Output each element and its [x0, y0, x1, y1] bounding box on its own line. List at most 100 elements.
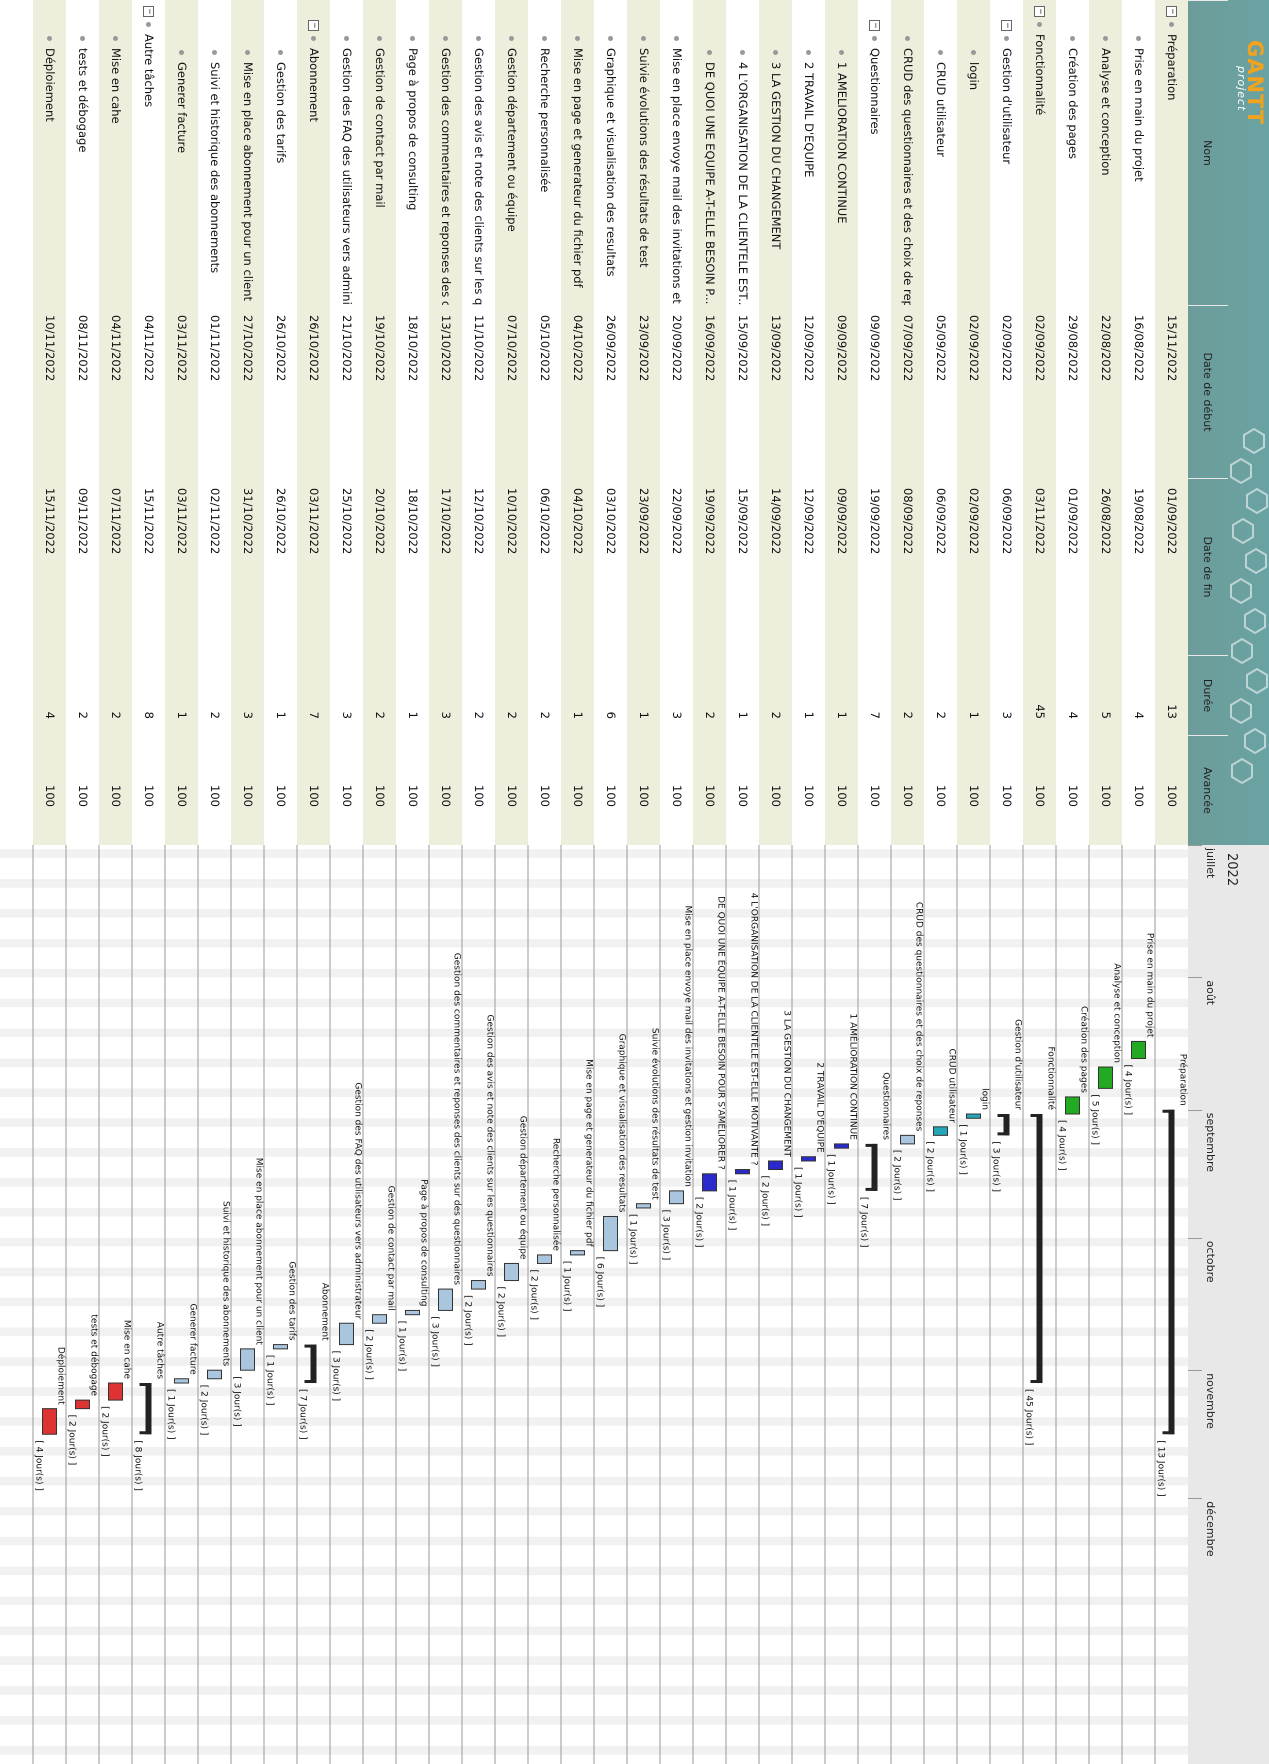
collapse-toggle-icon[interactable]: −	[1166, 6, 1177, 17]
summary-bar[interactable]	[1036, 1114, 1043, 1384]
table-row[interactable]: Gestion des avis et note des clients sur…	[462, 0, 495, 845]
task-name-cell[interactable]: Mise en place abonnement pour un client	[231, 0, 264, 305]
table-row[interactable]: tests et débogage 08/11/2022 09/11/2022 2 10…	[66, 0, 99, 845]
task-name-cell[interactable]: Graphique et visualisation des resultats	[594, 0, 627, 305]
task-name-cell[interactable]: Mise en page et generateur du fichier pd…	[561, 0, 594, 305]
task-bar[interactable]	[273, 1344, 288, 1350]
table-row[interactable]: Mise en place envoye mail des invitation…	[660, 0, 693, 845]
task-name-cell[interactable]: Page à propos de consulting	[396, 0, 429, 305]
task-bar[interactable]	[174, 1378, 189, 1384]
task-name-cell[interactable]: login	[957, 0, 990, 305]
task-name-cell[interactable]: 1 AMELIORATION CONTINUE	[825, 0, 858, 305]
table-row[interactable]: Analyse et conception 22/08/2022 26/08/202…	[1089, 0, 1122, 845]
collapse-toggle-icon[interactable]: −	[143, 6, 154, 17]
task-bar[interactable]	[1098, 1066, 1113, 1089]
table-row[interactable]: Gestion de contact par mail 19/10/2022 20/…	[363, 0, 396, 845]
task-name-cell[interactable]: Gestion des avis et note des clients sur…	[462, 0, 495, 305]
task-name-cell[interactable]: − Préparation	[1155, 0, 1188, 305]
task-bar[interactable]	[438, 1288, 453, 1311]
task-bar[interactable]	[702, 1173, 717, 1192]
table-row[interactable]: Mise en cahe 04/11/2022 07/11/2022 2 100	[99, 0, 132, 845]
task-name-cell[interactable]: − Autre tâches	[132, 0, 165, 305]
task-bar[interactable]	[735, 1169, 750, 1175]
task-name-cell[interactable]: Gestion de contact par mail	[363, 0, 396, 305]
task-name-cell[interactable]: Gestion des tarifs	[264, 0, 297, 305]
table-row[interactable]: − Abonnement 26/10/2022 03/11/2022 7 100	[297, 0, 330, 845]
task-bar[interactable]	[42, 1408, 57, 1435]
task-name-cell[interactable]: tests et débogage	[66, 0, 99, 305]
task-bar[interactable]	[504, 1262, 519, 1282]
task-bar[interactable]	[405, 1309, 420, 1316]
task-name-cell[interactable]: CRUD des questionnaires et des choix de …	[891, 0, 924, 305]
column-header-name[interactable]: Nom	[1188, 0, 1228, 305]
task-name-cell[interactable]: 2 TRAVAIL D'EQUIPE	[792, 0, 825, 305]
table-row[interactable]: 3 LA GESTION DU CHANGEMENT 13/09/2022 14/0…	[759, 0, 792, 845]
task-bar[interactable]	[471, 1280, 486, 1290]
task-bar[interactable]	[372, 1314, 387, 1324]
column-header-start[interactable]: Date de début	[1188, 305, 1228, 478]
summary-bar[interactable]	[1003, 1114, 1010, 1136]
column-header-progress[interactable]: Avancée	[1188, 735, 1228, 845]
table-row[interactable]: Gestion des commentaires et reponses des…	[429, 0, 462, 845]
table-row[interactable]: Gestion département ou équipe 07/10/2022 1…	[495, 0, 528, 845]
table-row[interactable]: − Autre tâches 04/11/2022 15/11/2022 8 100	[132, 0, 165, 845]
table-row[interactable]: DE QUOI UNE EQUIPE A-T-ELLE BESOIN P... 1…	[693, 0, 726, 845]
task-name-cell[interactable]: − Fonctionnalité	[1023, 0, 1056, 305]
summary-bar[interactable]	[310, 1344, 317, 1384]
table-row[interactable]: − Questionnaires 09/09/2022 19/09/2022 7 100	[858, 0, 891, 845]
task-name-cell[interactable]: − Questionnaires	[858, 0, 891, 305]
task-bar[interactable]	[966, 1113, 981, 1119]
table-row[interactable]: Gestion des FAQ des utilisateurs vers ad…	[330, 0, 363, 845]
table-row[interactable]: Mise en page et generateur du fichier pd…	[561, 0, 594, 845]
table-row[interactable]: Création des pages 29/08/2022 01/09/2022 4 1…	[1056, 0, 1089, 845]
task-name-cell[interactable]: Création des pages	[1056, 0, 1089, 305]
task-name-cell[interactable]: Analyse et conception	[1089, 0, 1122, 305]
task-name-cell[interactable]: Gestion département ou équipe	[495, 0, 528, 305]
task-bar[interactable]	[834, 1143, 849, 1149]
task-name-cell[interactable]: DE QUOI UNE EQUIPE A-T-ELLE BESOIN P...	[693, 0, 726, 305]
task-bar[interactable]	[933, 1126, 948, 1136]
task-bar[interactable]	[801, 1156, 816, 1162]
task-bar[interactable]	[240, 1348, 255, 1371]
table-row[interactable]: Suivi et historique des abonnements 01/11…	[198, 0, 231, 845]
table-row[interactable]: Graphique et visualisation des resultats…	[594, 0, 627, 845]
task-name-cell[interactable]: Gestion des commentaires et reponses des…	[429, 0, 462, 305]
collapse-toggle-icon[interactable]: −	[1034, 6, 1045, 17]
column-header-duration[interactable]: Durée	[1188, 655, 1228, 735]
collapse-toggle-icon[interactable]: −	[1001, 20, 1012, 31]
collapse-toggle-icon[interactable]: −	[308, 20, 319, 31]
table-row[interactable]: Recherche personnalisée 05/10/2022 06/10/2…	[528, 0, 561, 845]
task-bar[interactable]	[669, 1190, 684, 1205]
table-row[interactable]: Prise en main du projet 16/08/2022 19/08/2…	[1122, 0, 1155, 845]
collapse-toggle-icon[interactable]: −	[869, 20, 880, 31]
task-name-cell[interactable]: 3 LA GESTION DU CHANGEMENT	[759, 0, 792, 305]
task-bar[interactable]	[339, 1322, 354, 1346]
table-row[interactable]: Generer facture 03/11/2022 03/11/2022 1 100	[165, 0, 198, 845]
task-bar[interactable]	[603, 1215, 618, 1252]
task-name-cell[interactable]: Prise en main du projet	[1122, 0, 1155, 305]
table-row[interactable]: 4 L'ORGANISATION DE LA CLIENTELE EST... 1…	[726, 0, 759, 845]
task-bar[interactable]	[570, 1250, 585, 1256]
task-bar[interactable]	[108, 1382, 123, 1401]
table-row[interactable]: CRUD des questionnaires et des choix de …	[891, 0, 924, 845]
task-name-cell[interactable]: Gestion des FAQ des utilisateurs vers ad…	[330, 0, 363, 305]
table-row[interactable]: Déploiement 10/11/2022 15/11/2022 4 100	[33, 0, 66, 845]
table-row[interactable]: 1 AMELIORATION CONTINUE 09/09/2022 09/09/2…	[825, 0, 858, 845]
task-name-cell[interactable]: Recherche personnalisée	[528, 0, 561, 305]
task-name-cell[interactable]: Mise en cahe	[99, 0, 132, 305]
task-name-cell[interactable]: − Abonnement	[297, 0, 330, 305]
table-row[interactable]: Mise en place abonnement pour un client 2…	[231, 0, 264, 845]
table-row[interactable]: login 02/09/2022 02/09/2022 1 100	[957, 0, 990, 845]
task-bar[interactable]	[636, 1203, 651, 1209]
task-bar[interactable]	[900, 1134, 915, 1145]
table-row[interactable]: CRUD utilisateur 05/09/2022 06/09/2022 2 100	[924, 0, 957, 845]
task-name-cell[interactable]: Suivie évolutions des résultats de test	[627, 0, 660, 305]
task-name-cell[interactable]: Generer facture	[165, 0, 198, 305]
task-bar[interactable]	[768, 1160, 783, 1171]
table-row[interactable]: − Fonctionnalité 02/09/2022 03/11/2022 45 100	[1023, 0, 1056, 845]
task-bar[interactable]	[537, 1254, 552, 1264]
task-name-cell[interactable]: Déploiement	[33, 0, 66, 305]
task-bar[interactable]	[1065, 1096, 1080, 1115]
task-name-cell[interactable]: Suivi et historique des abonnements	[198, 0, 231, 305]
task-bar[interactable]	[75, 1399, 90, 1410]
